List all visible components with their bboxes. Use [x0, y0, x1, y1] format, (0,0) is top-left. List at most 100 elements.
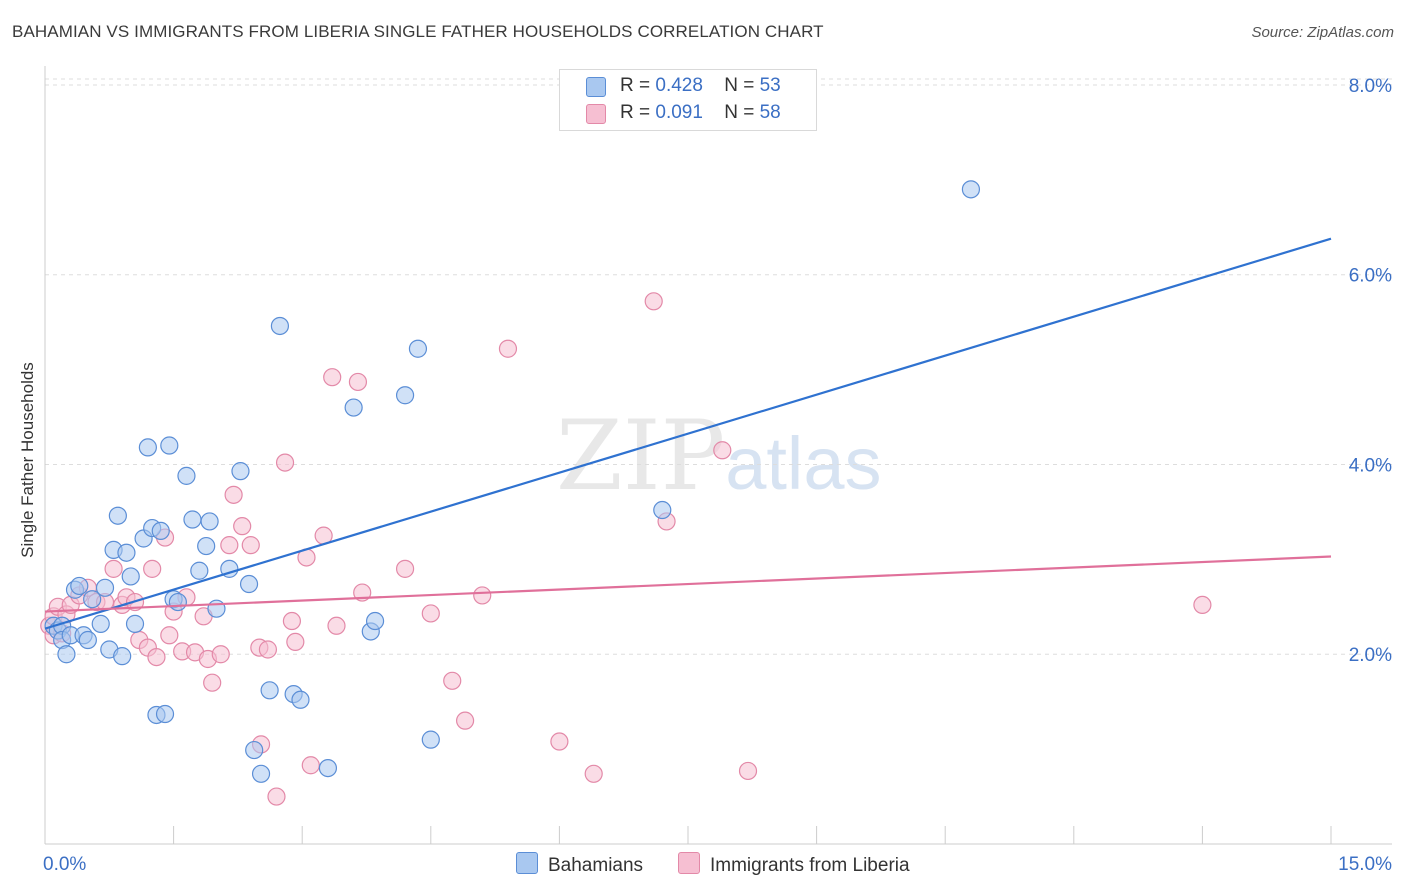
zipatlas-watermark: ZIPatlas [556, 400, 882, 512]
point-bahamians [117, 543, 136, 562]
point-bahamians [291, 690, 310, 709]
point-bahamians [200, 512, 219, 531]
trendline-bahamians [44, 237, 1332, 630]
y-tick-label: 4.0% [1349, 455, 1392, 476]
series-liberia-points [40, 292, 1212, 806]
point-liberia [160, 626, 179, 645]
point-liberia [224, 485, 243, 504]
point-liberia [323, 368, 342, 387]
point-bahamians [183, 510, 202, 529]
point-liberia [498, 339, 518, 358]
point-liberia [301, 756, 320, 775]
trendline-liberia [44, 555, 1332, 613]
point-liberia [258, 640, 278, 659]
point-bahamians [57, 645, 76, 664]
watermark-zip: ZIP [556, 400, 726, 512]
point-bahamians [395, 386, 415, 405]
series-bahamians-points [44, 180, 981, 783]
trend-lines [44, 237, 1332, 630]
point-liberia [286, 632, 305, 652]
point-liberia [644, 292, 663, 311]
point-bahamians [91, 614, 110, 633]
legend-swatch-blue [516, 852, 538, 874]
point-bahamians [408, 339, 428, 358]
y-tick-label: 6.0% [1349, 266, 1392, 287]
point-bahamians [160, 436, 179, 455]
point-liberia [550, 732, 569, 751]
legend-r-value: 0.428 [655, 75, 703, 96]
tick-labels: 2.0% 4.0% 6.0% 8.0% 0.0% 15.0% [43, 76, 1392, 875]
legend-r-value: 0.091 [655, 102, 703, 123]
point-liberia [211, 645, 230, 664]
point-bahamians [961, 180, 981, 199]
point-liberia [147, 647, 166, 667]
chart-title: BAHAMIAN VS IMMIGRANTS FROM LIBERIA SING… [12, 22, 824, 41]
legend-label-liberia: Immigrants from Liberia [710, 855, 910, 876]
point-bahamians [95, 578, 115, 597]
point-bahamians [245, 740, 264, 760]
point-liberia [1193, 595, 1212, 615]
point-liberia [233, 517, 252, 536]
point-bahamians [251, 764, 271, 783]
point-bahamians [155, 704, 175, 724]
watermark-atlas: atlas [725, 422, 882, 505]
point-bahamians [365, 611, 385, 631]
point-liberia [327, 616, 346, 635]
axes [44, 66, 1392, 845]
point-liberia [348, 372, 368, 392]
correlation-legend: R = 0.428 N = 53 R = 0.091 N = 58 [559, 69, 817, 131]
point-bahamians [260, 681, 279, 700]
point-liberia [473, 586, 492, 605]
legend-n-value: 53 [759, 75, 781, 96]
point-liberia [282, 611, 302, 631]
point-bahamians [151, 521, 170, 541]
point-liberia [104, 559, 123, 578]
legend-r-label: R = [620, 75, 656, 96]
point-liberia [443, 671, 462, 690]
point-bahamians [270, 316, 290, 336]
legend-swatch-pink [678, 852, 700, 874]
point-liberia [738, 761, 758, 781]
x-tick-label: 0.0% [43, 854, 86, 875]
legend-swatch-pink [586, 104, 606, 124]
point-bahamians [125, 614, 145, 633]
point-bahamians [177, 466, 196, 485]
source-label: Source: ZipAtlas.com [1251, 24, 1394, 41]
legend-item-bahamians: Bahamians [516, 852, 643, 877]
point-bahamians [138, 438, 157, 457]
point-bahamians [113, 647, 132, 666]
legend-n-label: N = [724, 102, 760, 123]
point-liberia [455, 711, 475, 730]
legend-item-liberia: Immigrants from Liberia [678, 852, 910, 877]
legend-r-label: R = [620, 102, 656, 123]
point-bahamians [318, 758, 338, 778]
x-tick-label: 15.0% [1338, 854, 1392, 875]
point-liberia [220, 536, 239, 555]
legend-label-bahamians: Bahamians [548, 855, 644, 876]
point-bahamians [344, 398, 363, 417]
point-liberia [421, 604, 440, 623]
y-tick-label: 2.0% [1349, 645, 1392, 666]
point-bahamians [121, 567, 140, 586]
point-liberia [143, 559, 162, 578]
point-bahamians [70, 576, 89, 596]
point-liberia [395, 559, 415, 578]
point-bahamians [108, 506, 127, 525]
legend-row-bahamians: R = 0.428 N = 53 [586, 75, 781, 97]
point-liberia [275, 453, 295, 472]
point-bahamians [168, 592, 187, 612]
point-bahamians [239, 574, 259, 594]
point-liberia [241, 536, 260, 555]
legend-n-value: 58 [759, 102, 781, 123]
point-bahamians [653, 500, 672, 520]
point-liberia [584, 764, 603, 783]
point-liberia [713, 441, 732, 460]
point-bahamians [190, 561, 209, 580]
point-bahamians [197, 536, 216, 556]
legend-n-label: N = [724, 75, 760, 96]
point-bahamians [421, 730, 440, 749]
point-liberia [267, 787, 286, 806]
legend-swatch-blue [586, 77, 606, 97]
point-bahamians [231, 462, 250, 481]
